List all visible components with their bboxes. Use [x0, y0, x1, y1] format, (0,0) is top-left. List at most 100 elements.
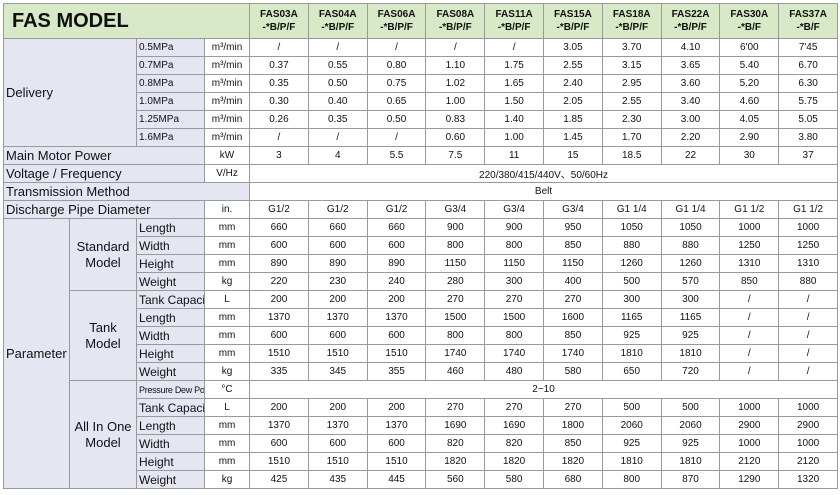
- table-row: 0.8MPa m³/min 0.35 0.50 0.75 1.02 1.65 2.40 2.95…: [4, 74, 839, 93]
- value-cell: G1/2: [366, 200, 427, 219]
- unit-label: V/Hz: [203, 164, 251, 183]
- value-cell: 1820: [425, 452, 486, 471]
- item-label: Height: [136, 452, 205, 471]
- unit-label: in.: [203, 200, 251, 219]
- item-label: Length: [136, 218, 205, 237]
- value-cell: 500: [601, 398, 662, 417]
- value-cell: 1810: [660, 452, 721, 471]
- value-cell: 3.70: [601, 38, 662, 57]
- value-cell: 2900: [719, 416, 780, 435]
- value-cell: 0.60: [425, 128, 486, 147]
- value-cell: 425: [249, 470, 309, 489]
- unit-label: °C: [203, 380, 251, 399]
- value-cell: 3.15: [601, 56, 662, 75]
- value-cell: 1.85: [543, 110, 603, 129]
- model-suffix: -*B/P/F: [262, 22, 296, 33]
- value-cell: 345: [307, 362, 368, 381]
- model-name: FAS30A: [730, 9, 769, 20]
- value-cell: 2.95: [601, 74, 662, 93]
- value-cell: 600: [307, 434, 368, 453]
- merged-value-cell: Belt: [249, 182, 839, 201]
- value-cell: 560: [425, 470, 486, 489]
- group-label: Standard Model: [69, 218, 137, 291]
- value-cell: 200: [366, 398, 427, 417]
- model-name: FAS03A: [260, 9, 298, 20]
- value-cell: 200: [249, 398, 309, 417]
- value-cell: 1.45: [543, 128, 603, 147]
- value-cell: /: [778, 308, 839, 327]
- table-row: Height mm 890 890 890 1150 1150 1150 1260 1260 131…: [4, 254, 839, 273]
- model-suffix: -*B/F: [796, 22, 820, 33]
- value-cell: 650: [601, 362, 662, 381]
- value-cell: 220: [249, 272, 309, 291]
- unit-label: m³/min: [203, 110, 251, 129]
- value-cell: 6'00: [719, 38, 780, 57]
- value-cell: 1370: [307, 308, 368, 327]
- value-cell: 1290: [719, 470, 780, 489]
- value-cell: 880: [601, 236, 662, 255]
- item-label: Width: [136, 326, 205, 345]
- value-cell: G1 1/2: [719, 200, 780, 219]
- model-name: FAS15A: [554, 9, 592, 20]
- value-cell: 1320: [778, 470, 839, 489]
- value-cell: 480: [484, 362, 545, 381]
- model-header: FAS06A -*B/P/F: [366, 3, 427, 39]
- spec-body: FAS MODEL FAS03A -*B/P/F FAS04A -*B/P/F FAS06…: [2, 3, 839, 489]
- value-cell: /: [719, 326, 780, 345]
- value-cell: /: [307, 128, 368, 147]
- value-cell: 1740: [543, 344, 603, 363]
- value-cell: /: [778, 326, 839, 345]
- value-cell: 270: [425, 290, 486, 309]
- value-cell: 2.30: [601, 110, 662, 129]
- table-row: Delivery 0.5MPa m³/min / / / //3.05 3.70 4.10 6'0…: [3, 38, 839, 147]
- value-cell: 1510: [307, 452, 368, 471]
- value-cell: 2.20: [660, 128, 721, 147]
- value-cell: 890: [366, 254, 427, 273]
- model-suffix: -*B/P/F: [438, 22, 472, 33]
- value-cell: 335: [249, 362, 309, 381]
- value-cell: 1810: [601, 452, 662, 471]
- table-row: FAS MODEL FAS03A -*B/P/F FAS04A -*B/P/F FAS06…: [2, 3, 839, 39]
- value-cell: 300: [601, 290, 662, 309]
- value-cell: 1.65: [484, 74, 545, 93]
- value-cell: 1150: [543, 254, 603, 273]
- unit-label: m³/min: [203, 92, 251, 111]
- value-cell: 1740: [425, 344, 486, 363]
- value-cell: 925: [660, 434, 721, 453]
- value-cell: 5.05: [778, 110, 839, 129]
- item-label: Height: [136, 344, 205, 363]
- value-cell: 870: [660, 470, 721, 489]
- value-cell: 1690: [484, 416, 545, 435]
- unit-label: mm: [203, 308, 251, 327]
- value-cell: 445: [366, 470, 427, 489]
- unit-label: L: [203, 290, 251, 309]
- table-row: Weight kg 425 435 445 560 580 680 800 870 1290 1320: [4, 470, 839, 489]
- value-cell: 580: [543, 362, 603, 381]
- value-cell: 820: [484, 434, 545, 453]
- value-cell: 2.55: [601, 92, 662, 111]
- value-cell: 800: [425, 326, 486, 345]
- value-cell: 3.40: [660, 92, 721, 111]
- value-cell: 0.35: [249, 74, 309, 93]
- value-cell: 2.05: [543, 92, 603, 111]
- value-cell: 240: [366, 272, 427, 291]
- value-cell: 1050: [660, 218, 721, 237]
- model-name: FAS22A: [671, 9, 710, 20]
- value-cell: 270: [484, 290, 545, 309]
- model-header: FAS22A -*B/P/F: [660, 3, 721, 39]
- unit-label: kg: [203, 362, 251, 381]
- value-cell: 6.30: [778, 74, 839, 93]
- unit-label: mm: [203, 434, 251, 453]
- item-label: Weight: [136, 272, 205, 291]
- value-cell: 300: [484, 272, 545, 291]
- table-row: Parameter Standard Model Length mm 660 660 660…: [3, 218, 839, 489]
- value-cell: 11: [484, 146, 545, 165]
- value-cell: 850: [543, 326, 603, 345]
- value-cell: 850: [543, 434, 603, 453]
- value-cell: 925: [601, 434, 662, 453]
- value-cell: 1150: [484, 254, 545, 273]
- value-cell: 1820: [484, 452, 545, 471]
- value-cell: 15: [543, 146, 603, 165]
- value-cell: /: [484, 38, 545, 57]
